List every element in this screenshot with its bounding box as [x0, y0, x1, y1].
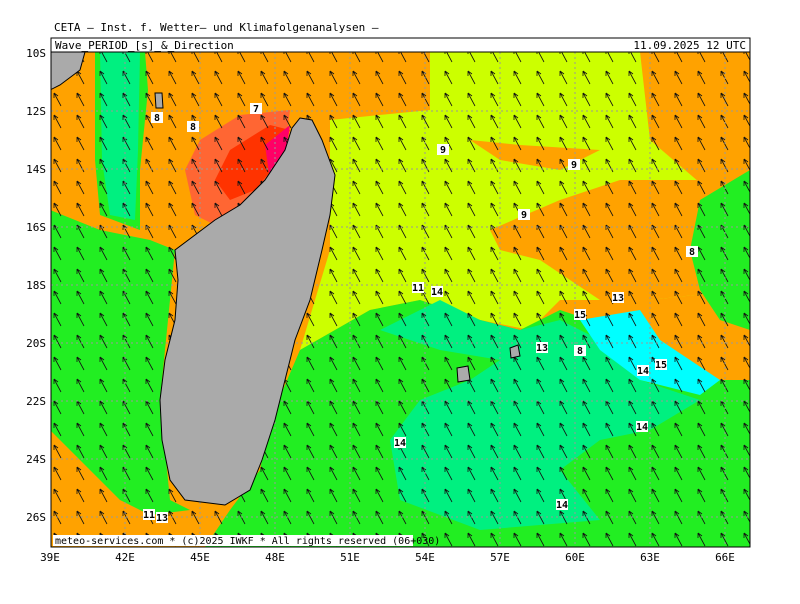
contour-label: 9	[440, 145, 446, 156]
contour-label: 8	[154, 113, 160, 124]
contour-label: 7	[253, 104, 259, 115]
lon-label: 60E	[565, 551, 585, 564]
product-title: Wave_PERIOD_[s]_&_Direction	[55, 39, 234, 52]
contour-label: 8	[190, 122, 196, 133]
contour-label-bg	[536, 342, 548, 353]
contour-label: 14	[431, 287, 443, 298]
lon-label: 51E	[340, 551, 360, 564]
contour-label-bg	[568, 159, 580, 170]
lon-label: 54E	[415, 551, 435, 564]
contour-label-bg	[655, 359, 667, 370]
lat-label: 20S	[26, 337, 46, 350]
contour-label: 8	[689, 247, 695, 258]
footer-bg	[53, 535, 413, 546]
lon-label: 42E	[115, 551, 135, 564]
institute-title: CETA – Inst. f. Wetter– und Klimafolgena…	[54, 21, 379, 34]
contour-label: 14	[556, 500, 568, 511]
lat-label: 10S	[26, 47, 46, 60]
map-frame	[50, 51, 751, 548]
contour-label-bg	[686, 246, 698, 257]
contour-label-bg	[250, 103, 262, 114]
contour-label: 13	[536, 343, 548, 354]
contour-label-bg	[394, 437, 406, 448]
contour-label: 14	[637, 366, 649, 377]
contour-label: 11	[143, 510, 155, 521]
contour-label-bg	[151, 112, 163, 123]
contour-label-bg	[574, 309, 586, 320]
valid-time: 11.09.2025 12 UTC	[633, 39, 746, 52]
contour-label-bg	[412, 282, 424, 293]
contour-label-bg	[612, 292, 624, 303]
contour-label: 9	[571, 160, 577, 171]
contour-label-bg	[636, 421, 648, 432]
lon-label: 39E	[40, 551, 60, 564]
contour-label-bg	[574, 345, 586, 356]
footer: meteo-services.com * (c)2025 IWKF * All …	[55, 536, 440, 547]
contour-label-bg	[156, 512, 168, 523]
lat-label: 22S	[26, 395, 46, 408]
lat-label: 24S	[26, 453, 46, 466]
lat-label: 18S	[26, 279, 46, 292]
lat-label: 14S	[26, 163, 46, 176]
contour-label-bg	[556, 499, 568, 510]
lon-label: 45E	[190, 551, 210, 564]
lon-label: 63E	[640, 551, 660, 564]
lat-label: 26S	[26, 511, 46, 524]
lat-label: 16S	[26, 221, 46, 234]
contour-label-bg	[143, 509, 155, 520]
contour-label-bg	[637, 365, 649, 376]
contour-label-bg	[437, 144, 449, 155]
contour-label-bg	[431, 286, 443, 297]
contour-label: 11	[412, 283, 424, 294]
contour-label: 14	[394, 438, 406, 449]
contour-label: 15	[574, 310, 586, 321]
contour-label: 13	[156, 513, 168, 524]
contour-label-bg	[187, 121, 199, 132]
lon-label: 48E	[265, 551, 285, 564]
lat-label: 12S	[26, 105, 46, 118]
contour-label: 14	[636, 422, 648, 433]
contour-label-bg	[518, 209, 530, 220]
contour-label: 9	[521, 210, 527, 221]
contour-label: 13	[612, 293, 624, 304]
contour-label: 8	[577, 346, 583, 357]
lon-label: 66E	[715, 551, 735, 564]
contour-label: 15	[655, 360, 667, 371]
lon-label: 57E	[490, 551, 510, 564]
